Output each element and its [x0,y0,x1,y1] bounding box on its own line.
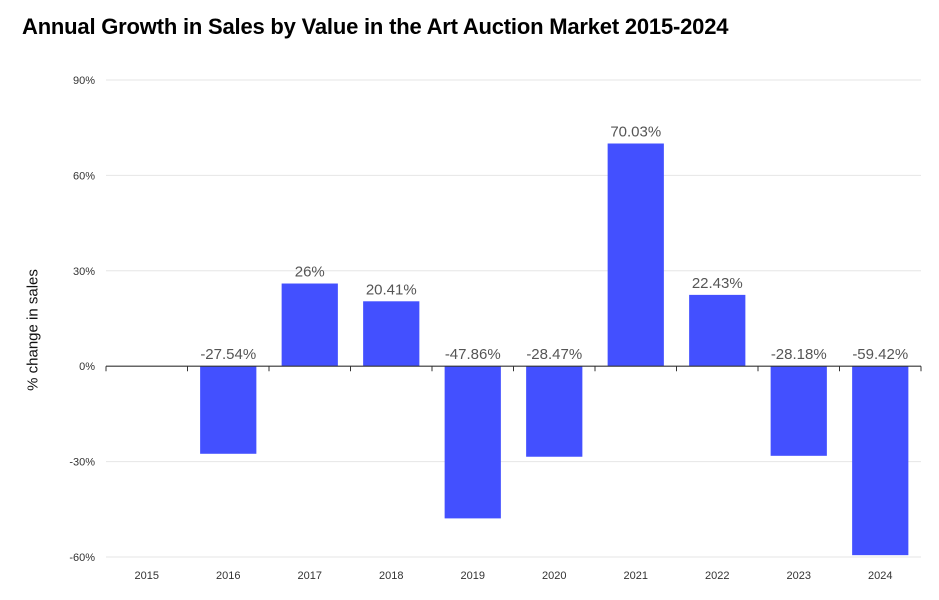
x-tick-label: 2021 [624,570,648,582]
data-label-2018: 20.41% [366,281,417,298]
bar-2024 [852,366,909,556]
x-axis [105,365,922,372]
data-label-2017: 26% [295,264,325,281]
y-tick-label: 60% [73,170,95,182]
x-tick-label: 2017 [298,570,322,582]
bar-2019 [444,366,501,519]
y-tick-label: 90% [73,75,95,87]
data-label-2020: -28.47% [526,346,582,363]
gridlines [106,79,921,558]
x-tick-label: 2023 [787,570,811,582]
data-label-2024: -59.42% [852,346,908,363]
bars [200,143,909,556]
data-label-2019: -47.86% [445,346,501,363]
x-tick-label: 2020 [542,570,566,582]
data-label-2016: -27.54% [200,346,256,363]
x-tick-label: 2015 [135,570,159,582]
x-axis-ticks: 2015 2016 2017 2018 2019 2020 2021 2022 2023 2024 [135,570,893,582]
x-tick-label: 2022 [705,570,729,582]
y-tick-label: 30% [73,266,95,278]
bar-2020 [526,366,583,457]
bar-2016 [200,366,257,454]
y-tick-label: -60% [69,552,95,564]
data-label-2021: 70.03% [610,124,661,141]
bar-2022 [689,294,746,367]
data-label-2022: 22.43% [692,275,743,292]
y-axis-ticks: -60% -30% 0% 30% 60% 90% [69,75,95,564]
bar-2021 [607,143,664,367]
x-tick-label: 2016 [216,570,240,582]
chart-title: Annual Growth in Sales by Value in the A… [22,14,729,39]
x-tick-label: 2024 [868,570,892,582]
x-tick-label: 2019 [461,570,485,582]
y-tick-label: 0% [79,361,95,373]
bar-2023 [770,366,827,456]
data-labels: -27.54% 26% 20.41% -47.86% -28.47% 70.03% 22.4… [200,124,908,364]
bar-2017 [281,283,338,367]
bar-2018 [363,301,420,367]
y-tick-label: -30% [69,457,95,469]
x-tick-label: 2018 [379,570,403,582]
data-label-2023: -28.18% [771,346,827,363]
